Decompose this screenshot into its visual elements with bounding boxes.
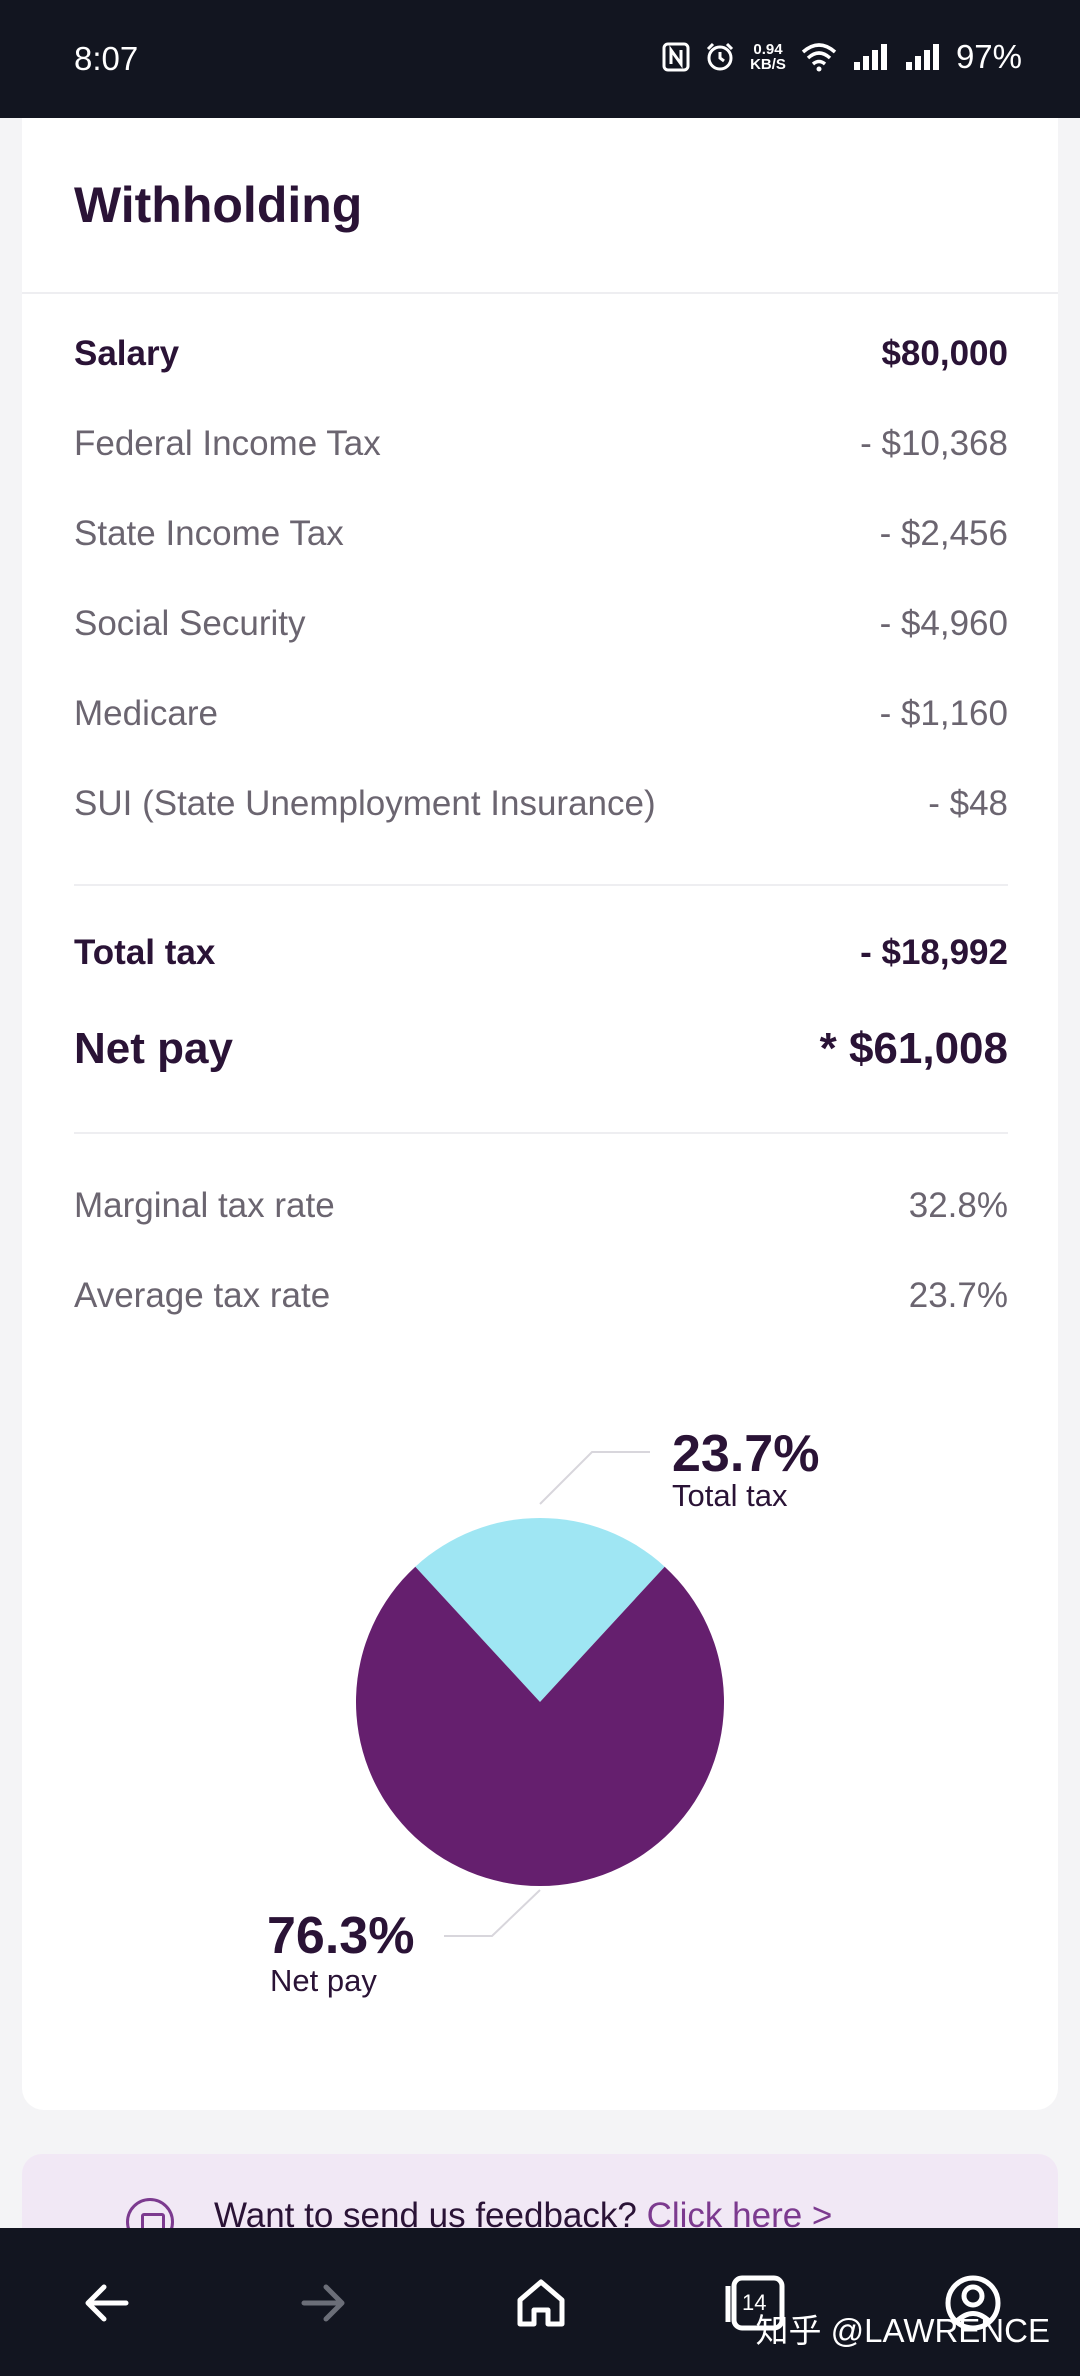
tax-value: - $10,368 <box>860 424 1008 463</box>
section-divider <box>74 1132 1008 1134</box>
section-divider <box>74 884 1008 886</box>
tab-count: 14 <box>742 2290 767 2315</box>
alarm-icon <box>707 42 734 71</box>
rate-value: 23.7% <box>908 1276 1008 1315</box>
tax-row-social-security: Social Security - $4,960 <box>74 604 1008 644</box>
forward-arrow-icon[interactable] <box>288 2268 358 2338</box>
wifi-icon <box>801 43 837 72</box>
total-tax-row: Total tax - $18,992 <box>74 933 1008 973</box>
tax-row-sui: SUI (State Unemployment Insurance) - $48 <box>74 784 1008 824</box>
pie-label-total-tax-percent: 23.7% <box>672 1425 819 1483</box>
pie-slice-net-pay <box>356 1566 725 1887</box>
salary-row: Salary $80,000 <box>74 334 1008 374</box>
net-speed-unit: KB/S <box>750 56 786 73</box>
rate-value: 32.8% <box>908 1186 1008 1225</box>
withholding-card: Withholding Salary $80,000 Federal Incom… <box>22 118 1058 2110</box>
signal-icon-2 <box>905 44 939 70</box>
leader-line-total-tax <box>539 1451 650 1505</box>
tax-label: Medicare <box>74 694 218 733</box>
salary-label: Salary <box>74 334 180 373</box>
tax-value: - $2,456 <box>879 514 1008 553</box>
battery-level: 97% <box>955 38 1022 75</box>
total-tax-value: - $18,992 <box>860 933 1008 972</box>
tabs-button[interactable]: 14 <box>722 2268 792 2338</box>
pie-label-net-pay-name: Net pay <box>270 1963 377 1998</box>
watermark: 知乎 @LAWRENCE <box>755 2312 1050 2349</box>
tax-label: Social Security <box>74 604 306 643</box>
status-bar: 8:07 0.94 KB/S 97% <box>0 0 1080 118</box>
tax-row-federal: Federal Income Tax - $10,368 <box>74 424 1008 464</box>
tax-value: - $48 <box>928 784 1008 823</box>
tax-row-state: State Income Tax - $2,456 <box>74 514 1008 554</box>
signal-icon <box>853 44 887 70</box>
net-speed: 0.94 KB/S <box>750 42 786 72</box>
tax-value: - $1,160 <box>879 694 1008 733</box>
tax-value: - $4,960 <box>879 604 1008 643</box>
average-rate-row: Average tax rate 23.7% <box>74 1276 1008 1316</box>
nfc-icon <box>662 42 690 72</box>
account-icon[interactable] <box>938 2268 1008 2338</box>
tax-pie-chart: 23.7% Total tax 76.3% Net pay <box>267 1425 819 1998</box>
browser-bottom-nav: 14 知乎 @LAWRENCE <box>0 2228 1080 2376</box>
back-arrow-icon[interactable] <box>72 2268 142 2338</box>
net-pay-label: Net pay <box>74 1024 233 1073</box>
status-time: 8:07 <box>74 40 139 77</box>
net-pay-value: * $61,008 <box>819 1024 1008 1073</box>
net-pay-row: Net pay * $61,008 <box>74 1024 1008 1074</box>
pie-slice-total-tax <box>415 1518 665 1702</box>
pie-label-total-tax-name: Total tax <box>672 1478 788 1513</box>
net-speed-value: 0.94 <box>753 41 783 58</box>
salary-value: $80,000 <box>881 334 1008 373</box>
tabs-icon <box>725 2275 785 2331</box>
tax-label: State Income Tax <box>74 514 344 553</box>
card-title: Withholding <box>74 177 363 233</box>
total-tax-label: Total tax <box>74 933 216 972</box>
tax-label: SUI (State Unemployment Insurance) <box>74 784 656 823</box>
tax-label: Federal Income Tax <box>74 424 381 463</box>
leader-line-net-pay <box>444 1889 541 1937</box>
title-divider <box>22 292 1058 294</box>
rate-label: Marginal tax rate <box>74 1186 335 1225</box>
home-icon[interactable] <box>506 2268 576 2338</box>
status-icons: 0.94 KB/S 97% <box>662 38 1022 76</box>
pie-label-net-pay-percent: 76.3% <box>267 1907 414 1965</box>
tax-row-medicare: Medicare - $1,160 <box>74 694 1008 734</box>
rate-label: Average tax rate <box>74 1276 331 1315</box>
marginal-rate-row: Marginal tax rate 32.8% <box>74 1186 1008 1226</box>
